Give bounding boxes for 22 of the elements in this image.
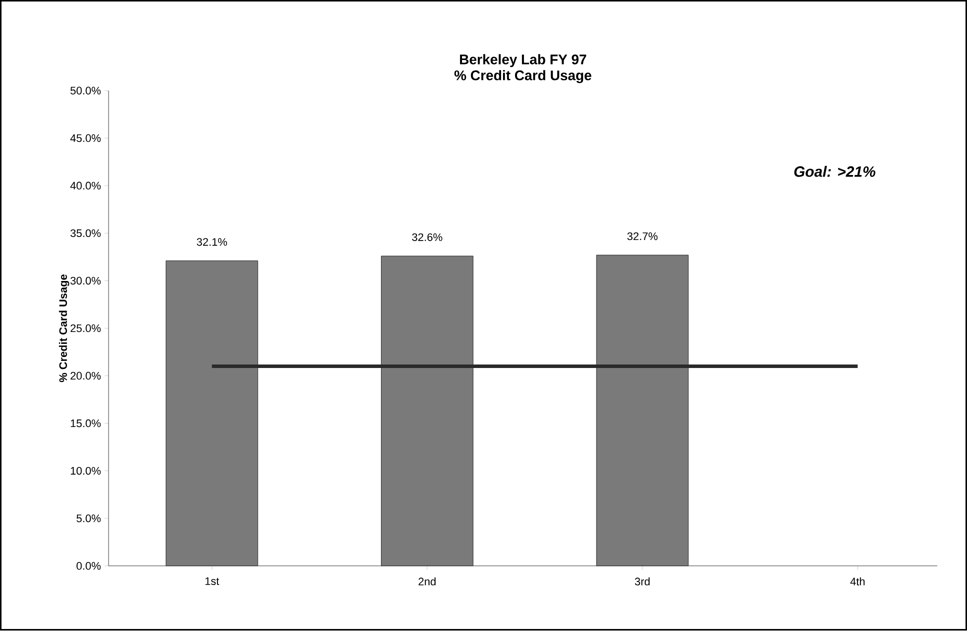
x-tick-label: 3rd bbox=[634, 578, 650, 586]
data-label: 32.1% bbox=[196, 238, 228, 246]
annotation: Goal: >21% bbox=[794, 166, 876, 178]
y-tick-label: 0.0% bbox=[76, 562, 101, 570]
y-tick-label: 30.0% bbox=[70, 277, 101, 285]
y-tick-label: 20.0% bbox=[70, 372, 101, 380]
y-tick-label: 35.0% bbox=[70, 230, 101, 238]
y-axis-title: % Credit Card Usage bbox=[58, 274, 70, 382]
x-tick-label: 4th bbox=[850, 578, 865, 586]
data-label: 32.6% bbox=[412, 234, 442, 242]
y-tick-label: 10.0% bbox=[70, 467, 101, 475]
x-tick-label: 2nd bbox=[418, 578, 436, 586]
y-tick-label: 50.0% bbox=[70, 86, 101, 95]
x-tick-label: 1st bbox=[205, 578, 220, 586]
data-label: 32.7% bbox=[627, 232, 658, 240]
y-tick-label: 5.0% bbox=[76, 514, 101, 522]
y-tick-label: 40.0% bbox=[70, 182, 101, 190]
chart-subtitle: % Credit Card Usage bbox=[454, 70, 592, 84]
y-tick-label: 25.0% bbox=[70, 324, 101, 332]
y-tick-label: 15.0% bbox=[70, 420, 101, 428]
chart-title: Berkeley Lab FY 97 bbox=[460, 54, 586, 68]
y-tick-label: 45.0% bbox=[70, 134, 101, 142]
